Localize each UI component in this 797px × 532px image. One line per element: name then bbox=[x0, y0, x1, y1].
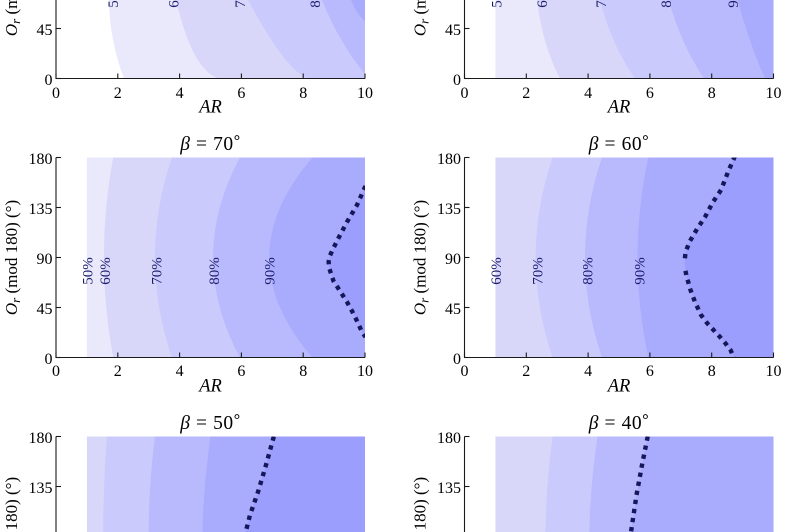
svg-text:60%: 60% bbox=[489, 257, 505, 285]
svg-text:8: 8 bbox=[708, 363, 716, 380]
svg-text:135: 135 bbox=[437, 201, 461, 218]
svg-text:90: 90 bbox=[445, 251, 461, 268]
svg-text:4: 4 bbox=[584, 85, 592, 102]
svg-text:70%: 70% bbox=[150, 257, 166, 285]
svg-text:180: 180 bbox=[437, 430, 461, 447]
svg-text:4: 4 bbox=[176, 85, 184, 102]
svg-text:80%: 80% bbox=[581, 257, 597, 285]
svg-text:60%: 60% bbox=[98, 257, 114, 285]
svg-text:90%: 90% bbox=[633, 257, 649, 285]
svg-text:10: 10 bbox=[357, 85, 373, 102]
svg-text:8: 8 bbox=[659, 0, 675, 8]
svg-text:2: 2 bbox=[114, 363, 122, 380]
svg-text:80%: 80% bbox=[207, 257, 223, 285]
svg-text:8: 8 bbox=[308, 0, 324, 8]
svg-text:4: 4 bbox=[176, 363, 184, 380]
svg-text:β = 50°: β = 50° bbox=[179, 412, 241, 434]
svg-text:β = 40°: β = 40° bbox=[588, 412, 650, 434]
svg-text:6: 6 bbox=[535, 0, 551, 8]
svg-text:45: 45 bbox=[445, 22, 461, 39]
svg-text:2: 2 bbox=[114, 85, 122, 102]
svg-text:6: 6 bbox=[167, 0, 183, 8]
svg-text:45: 45 bbox=[37, 301, 53, 318]
svg-text:0: 0 bbox=[52, 85, 60, 102]
svg-text:2: 2 bbox=[522, 363, 530, 380]
svg-text:β = 70°: β = 70° bbox=[179, 133, 241, 155]
svg-text:8: 8 bbox=[299, 85, 307, 102]
svg-text:0: 0 bbox=[453, 72, 461, 89]
svg-text:90: 90 bbox=[37, 251, 53, 268]
svg-text:Or (mod 180) (°): Or (mod 180) (°) bbox=[2, 477, 23, 532]
svg-text:Or (mod 180) (°): Or (mod 180) (°) bbox=[411, 200, 432, 315]
svg-text:0: 0 bbox=[461, 85, 469, 102]
svg-text:90: 90 bbox=[445, 530, 461, 532]
svg-text:8: 8 bbox=[299, 363, 307, 380]
svg-text:45: 45 bbox=[37, 22, 53, 39]
svg-text:135: 135 bbox=[29, 480, 53, 497]
svg-text:5: 5 bbox=[106, 0, 122, 8]
svg-text:0: 0 bbox=[45, 351, 53, 368]
svg-text:6: 6 bbox=[646, 85, 654, 102]
svg-text:135: 135 bbox=[29, 201, 53, 218]
svg-text:7: 7 bbox=[233, 0, 249, 8]
svg-text:AR: AR bbox=[606, 98, 631, 118]
svg-text:45: 45 bbox=[445, 301, 461, 318]
svg-text:0: 0 bbox=[52, 363, 60, 380]
svg-text:70%: 70% bbox=[531, 257, 547, 285]
svg-text:10: 10 bbox=[766, 363, 782, 380]
svg-text:0: 0 bbox=[453, 351, 461, 368]
svg-text:0: 0 bbox=[461, 363, 469, 380]
svg-text:6: 6 bbox=[646, 363, 654, 380]
svg-text:Or (mod 180) (°): Or (mod 180) (°) bbox=[2, 200, 23, 315]
svg-text:9: 9 bbox=[726, 0, 742, 8]
svg-text:8: 8 bbox=[708, 85, 716, 102]
svg-text:4: 4 bbox=[584, 363, 592, 380]
svg-text:180: 180 bbox=[29, 151, 53, 168]
svg-text:AR: AR bbox=[197, 377, 222, 397]
svg-text:180: 180 bbox=[437, 151, 461, 168]
svg-text:7: 7 bbox=[594, 0, 610, 8]
svg-text:Or (mod 180) (°): Or (mod 180) (°) bbox=[2, 0, 23, 36]
svg-text:135: 135 bbox=[437, 480, 461, 497]
svg-text:180: 180 bbox=[29, 430, 53, 447]
svg-text:6: 6 bbox=[237, 363, 245, 380]
svg-text:0: 0 bbox=[45, 72, 53, 89]
svg-text:Or (mod 180) (°): Or (mod 180) (°) bbox=[411, 477, 432, 532]
svg-text:Or (mod 180) (°): Or (mod 180) (°) bbox=[411, 0, 432, 36]
svg-text:AR: AR bbox=[606, 377, 631, 397]
svg-text:10: 10 bbox=[357, 363, 373, 380]
svg-text:10: 10 bbox=[766, 85, 782, 102]
svg-text:β = 60°: β = 60° bbox=[588, 133, 650, 155]
svg-text:50%: 50% bbox=[81, 257, 97, 285]
svg-text:90%: 90% bbox=[263, 257, 279, 285]
svg-text:AR: AR bbox=[197, 98, 222, 118]
svg-text:2: 2 bbox=[522, 85, 530, 102]
svg-text:5: 5 bbox=[490, 0, 506, 8]
svg-text:90: 90 bbox=[37, 530, 53, 532]
svg-text:6: 6 bbox=[237, 85, 245, 102]
